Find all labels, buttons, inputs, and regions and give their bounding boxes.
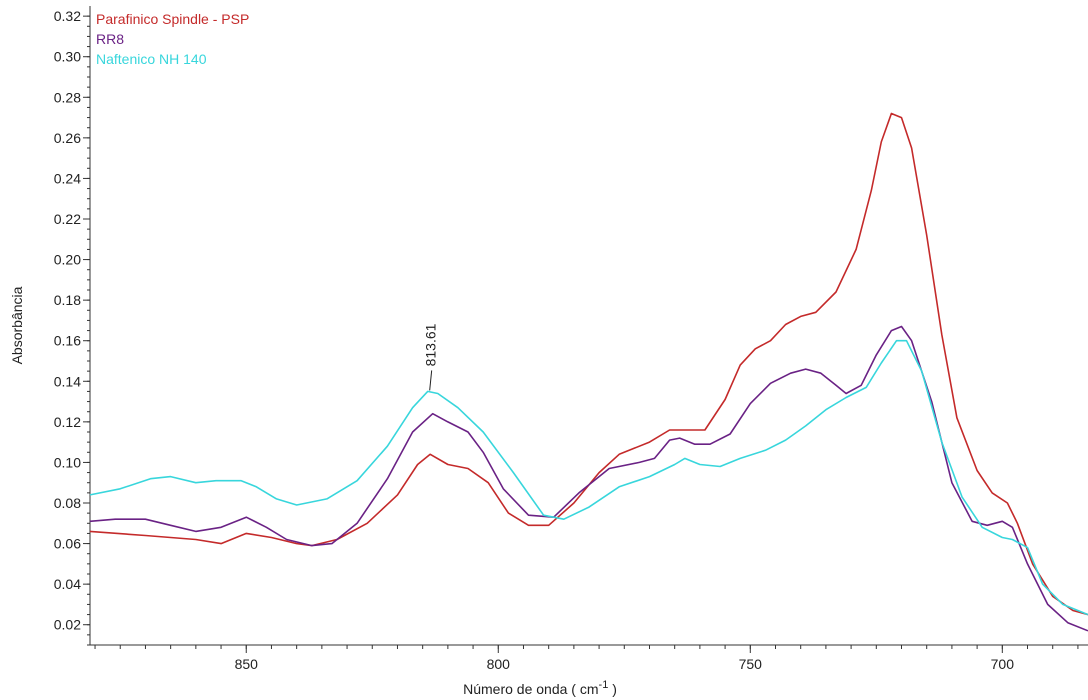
y-tick-label: 0.10	[54, 454, 81, 470]
legend-entry-1: Parafinico Spindle - PSP	[96, 11, 249, 27]
y-tick-label: 0.26	[54, 130, 81, 146]
x-tick-label: 750	[739, 656, 763, 672]
series-line-1	[89, 112, 1088, 616]
y-tick-label: 0.16	[54, 333, 81, 349]
y-tick-label: 0.12	[54, 414, 81, 430]
x-tick-label: 800	[487, 656, 511, 672]
y-axis-title: Absorbância	[9, 286, 25, 364]
y-tick-label: 0.30	[54, 49, 81, 65]
y-tick-label: 0.04	[54, 576, 81, 592]
x-ticks: 850 800 750 700	[235, 645, 1015, 672]
x-axis-title-main: Número de onda ( cm	[463, 681, 598, 697]
peak-annotation: 813.61	[423, 323, 439, 391]
legend-entry-3: Naftenico NH 140	[96, 51, 207, 67]
y-tick-label: 0.08	[54, 495, 81, 511]
y-tick-label: 0.06	[54, 536, 81, 552]
legend-entry-2: RR8	[96, 31, 124, 47]
series-line-3	[89, 339, 1088, 616]
series-group	[89, 112, 1088, 632]
y-tick-label: 0.28	[54, 89, 81, 105]
y-tick-label: 0.32	[54, 8, 81, 24]
peak-annotation-line	[429, 370, 433, 391]
x-axis-title-sup: -1	[599, 679, 609, 691]
y-tick-label: 0.14	[54, 373, 81, 389]
y-tick-label: 0.22	[54, 211, 81, 227]
x-minor-ticks	[94, 645, 1079, 649]
series-line-2	[89, 325, 1088, 632]
axes	[89, 6, 1088, 646]
y-ticks: 0.02 0.04 0.06 0.08 0.10 0.12 0.14 0.16 0.18 0.20…	[54, 8, 90, 633]
x-axis-title-end: )	[608, 681, 617, 697]
peak-annotation-label: 813.61	[423, 323, 439, 366]
y-tick-label: 0.24	[54, 170, 81, 186]
legend: Parafinico Spindle - PSP RR8 Naftenico NH …	[96, 11, 249, 67]
y-tick-label: 0.18	[54, 292, 81, 308]
x-axis-title: Número de onda ( cm-1 )	[463, 679, 617, 697]
y-tick-label: 0.02	[54, 617, 81, 633]
y-tick-label: 0.20	[54, 252, 81, 268]
x-tick-label: 850	[235, 656, 259, 672]
x-tick-label: 700	[991, 656, 1015, 672]
